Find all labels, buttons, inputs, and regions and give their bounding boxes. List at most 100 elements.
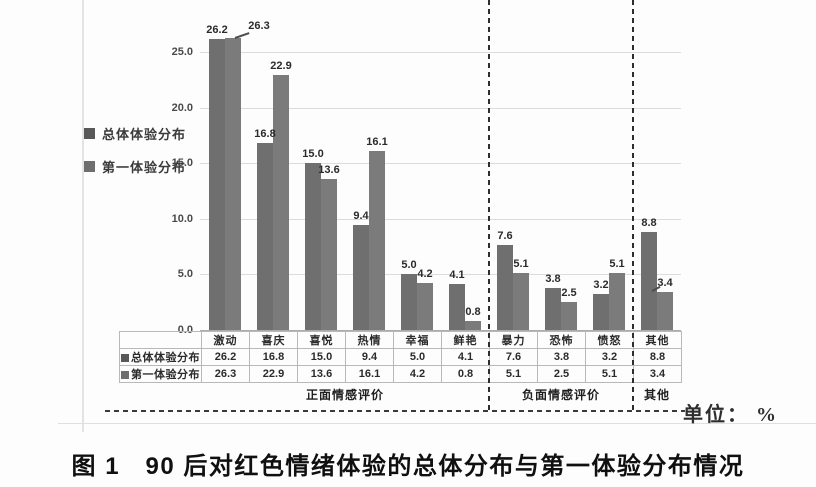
unit-label: 单位： %: [683, 404, 778, 426]
bar-value-label-first: 2.5: [561, 287, 577, 300]
bar-first-7: [513, 273, 529, 330]
table-header-category-6: 鲜艳: [441, 331, 490, 349]
bar-first-10: [657, 292, 673, 330]
bar-overall-3: [305, 163, 321, 330]
bar-first-4: [369, 150, 385, 330]
table-cell-s2-4: 16.1: [345, 365, 394, 383]
bar-value-label-overall: 3.2: [593, 279, 609, 292]
table-cell-s2-9: 5.1: [585, 365, 634, 383]
bar-overall-9: [593, 294, 609, 330]
gridline: [200, 274, 681, 276]
bar-value-label-first: 5.1: [513, 258, 529, 271]
bar-value-label-overall: 16.8: [254, 128, 276, 141]
y-tick-label: 15.0: [171, 157, 193, 170]
bar-first-2: [273, 75, 289, 330]
bar-first-3: [321, 178, 337, 330]
bar-value-label-overall: 26.2: [206, 23, 228, 36]
data-table: 激动 喜庆 喜悦 热情 幸福 鲜艳 暴力 恐怖 愤怒 其他总体体验分布 26.2 16.8 15.0 9.…: [119, 331, 682, 383]
gridline: [200, 218, 681, 220]
figure-caption: 图 1 90 后对红色情绪体验的总体分布与第一体验分布情况: [71, 453, 745, 480]
bar-value-label-overall: 7.6: [497, 230, 513, 243]
bar-overall-2: [257, 143, 273, 330]
table-cell-s2-10: 3.4: [633, 365, 682, 383]
legend-swatch-first-icon: [84, 161, 95, 172]
bar-value-label-overall: 9.4: [353, 210, 369, 223]
bar-value-label-first: 4.2: [417, 268, 433, 281]
table-cell-s2-6: 0.8: [441, 365, 490, 383]
bar-overall-4: [353, 225, 369, 330]
y-tick-label: 20.0: [171, 101, 193, 114]
table-cell-s1-3: 15.0: [297, 348, 346, 366]
bar-first-8: [561, 302, 577, 330]
bar-value-label-first: 3.4: [657, 277, 673, 290]
table-cell-s1-9: 3.2: [585, 348, 634, 366]
bar-value-label-first: 22.9: [270, 60, 292, 73]
table-cell-s1-7: 7.6: [489, 348, 538, 366]
scan-artifact-line-horizontal: [58, 423, 816, 424]
table-cell-s2-1: 26.3: [201, 365, 250, 383]
table-row-swatch-icon: [121, 354, 129, 363]
bar-overall-1: [209, 38, 225, 330]
data-table-wrap: 激动 喜庆 喜悦 热情 幸福 鲜艳 暴力 恐怖 愤怒 其他总体体验分布 26.2 16.8 15.0 9.…: [119, 331, 682, 383]
table-row-label-series2: 第一体验分布: [119, 365, 202, 383]
bar-overall-5: [401, 274, 417, 330]
table-header-category-4: 热情: [345, 331, 394, 349]
table-cell-s1-1: 26.2: [201, 348, 250, 366]
bar-value-label-first: 16.1: [366, 135, 388, 148]
separator-dashed-negative-other: [632, 0, 634, 411]
table-header-category-10: 其他: [633, 331, 682, 349]
gridline: [200, 107, 681, 109]
bar-overall-7: [497, 245, 513, 330]
table-header-category-1: 激动: [201, 331, 250, 349]
bar-first-6: [465, 321, 481, 330]
table-header-category-8: 恐怖: [537, 331, 586, 349]
table-corner-cell: [119, 331, 202, 349]
legend-label-overall: 总体体验分布: [102, 127, 187, 142]
chart-figure: 总体体验分布 第一体验分布 0.0 5.0 10.0 15.0 20.0 25.0 26.2…: [58, 0, 816, 432]
table-cell-s1-6: 4.1: [441, 348, 490, 366]
gridline: [200, 52, 681, 53]
group-label-1: 正面情感评价: [305, 388, 384, 402]
bar-value-label-overall: 8.8: [641, 217, 657, 230]
table-row-swatch-icon: [121, 371, 129, 380]
bar-overall-8: [545, 287, 561, 330]
bar-overall-10: [641, 232, 657, 330]
bar-value-label-first: 26.3: [248, 20, 270, 32]
bar-value-label-first: 13.6: [318, 163, 340, 176]
bar-first-1: [225, 37, 241, 330]
y-tick-label: 25.0: [171, 46, 193, 58]
bar-first-9: [609, 273, 625, 330]
group-label-2: 负面情感评价: [521, 388, 600, 402]
group-label-3: 其他: [643, 388, 670, 402]
table-cell-s1-4: 9.4: [345, 348, 394, 366]
gridline: [200, 163, 681, 165]
table-header-category-9: 愤怒: [585, 331, 634, 349]
table-header-category-2: 喜庆: [249, 331, 298, 349]
bar-overall-6: [449, 284, 465, 330]
bar-value-label-first: 5.1: [609, 258, 625, 271]
bar-value-label-overall: 5.0: [401, 259, 417, 272]
table-cell-s1-10: 8.8: [633, 348, 682, 366]
x-axis-baseline: [200, 330, 681, 331]
table-cell-s1-5: 5.0: [393, 348, 442, 366]
legend-item-first: 第一体验分布: [84, 157, 186, 176]
table-cell-s2-8: 2.5: [537, 365, 586, 383]
table-cell-s2-3: 13.6: [297, 365, 346, 383]
bar-value-label-overall: 15.0: [302, 148, 324, 161]
y-tick-label: 5.0: [177, 268, 193, 281]
separator-dashed-positive-negative: [488, 0, 490, 411]
table-row-label-series1: 总体体验分布: [119, 348, 202, 366]
table-cell-s2-2: 22.9: [249, 365, 298, 383]
table-cell-s1-2: 16.8: [249, 348, 298, 366]
bar-value-label-overall: 4.1: [449, 269, 465, 282]
table-header-category-3: 喜悦: [297, 331, 346, 349]
legend-label-first: 第一体验分布: [102, 160, 187, 175]
bar-value-label-first: 0.8: [465, 306, 481, 319]
table-header-category-7: 暴力: [489, 331, 538, 349]
y-tick-label: 10.0: [171, 212, 193, 225]
table-header-category-5: 幸福: [393, 331, 442, 349]
table-cell-s2-5: 4.2: [393, 365, 442, 383]
legend-item-overall: 总体体验分布: [84, 124, 186, 143]
bar-first-5: [417, 283, 433, 330]
